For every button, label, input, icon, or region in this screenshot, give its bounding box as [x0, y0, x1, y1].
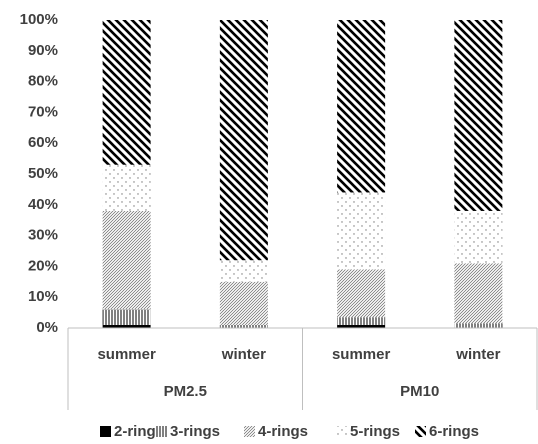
y-tick-label: 90%	[28, 42, 58, 59]
bar-segment	[102, 164, 151, 211]
bar-segment	[454, 210, 503, 264]
legend-label: 4-rings	[258, 423, 308, 440]
bar-segment	[219, 324, 268, 328]
bar-segment	[454, 20, 503, 211]
legend-label: 6-rings	[429, 423, 479, 440]
bar-segment	[337, 20, 386, 193]
x-tick-label: winter	[221, 346, 266, 363]
bar-segment	[102, 309, 151, 325]
y-tick-label: 80%	[28, 73, 58, 90]
legend-marker	[100, 426, 111, 437]
y-tick-label: 30%	[28, 227, 58, 244]
bar-segment	[102, 324, 151, 328]
group-label: PM10	[400, 383, 439, 400]
x-tick-label: winter	[455, 346, 500, 363]
legend-label: 2-rings	[114, 423, 164, 440]
bar-segment	[454, 323, 503, 328]
y-tick-label: 10%	[28, 288, 58, 305]
bar-segment	[337, 192, 386, 270]
y-tick-label: 50%	[28, 165, 58, 182]
legend-label: 3-rings	[170, 423, 220, 440]
bar-segment	[219, 20, 268, 261]
y-tick-label: 20%	[28, 257, 58, 274]
bar-segment	[337, 324, 386, 328]
y-tick-label: 40%	[28, 196, 58, 213]
y-tick-label: 70%	[28, 103, 58, 120]
legend-marker	[336, 426, 347, 437]
legend-marker	[415, 426, 426, 437]
bar-segment	[102, 210, 151, 310]
bar-segment	[102, 20, 151, 165]
group-label: PM2.5	[164, 383, 207, 400]
bar-segment	[337, 317, 386, 325]
y-tick-label: 0%	[36, 319, 58, 336]
y-tick-label: 60%	[28, 134, 58, 151]
bar-segment	[337, 269, 386, 318]
x-tick-label: summer	[332, 346, 391, 363]
x-tick-label: summer	[97, 346, 156, 363]
legend-label: 5-rings	[350, 423, 400, 440]
legend-marker	[156, 426, 167, 437]
y-tick-label: 100%	[20, 11, 58, 28]
bar-segment	[219, 281, 268, 325]
bar-segment	[454, 263, 503, 324]
bar-segment	[219, 260, 268, 282]
legend-marker	[244, 426, 255, 437]
